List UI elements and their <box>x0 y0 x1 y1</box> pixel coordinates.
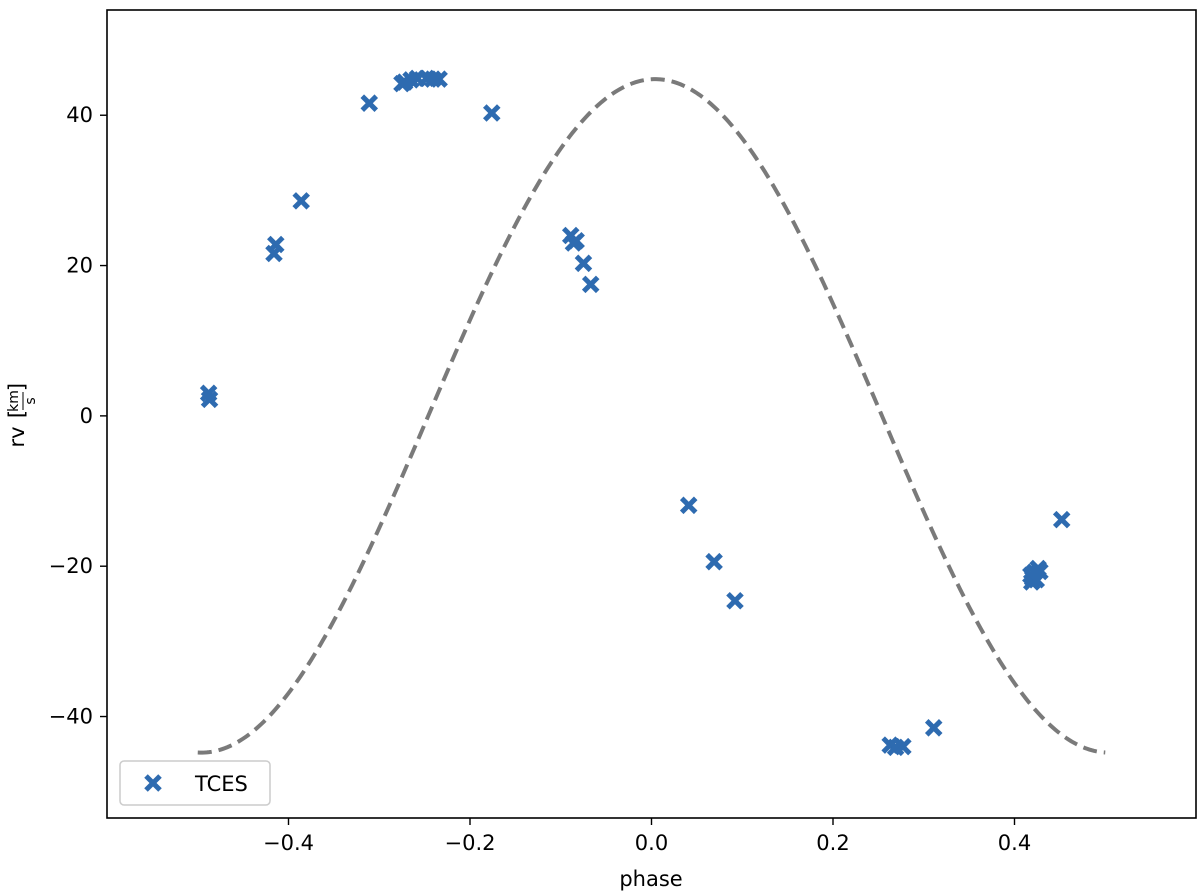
legend-marker-icon <box>144 774 162 792</box>
legend: TCES <box>119 760 271 806</box>
y-axis-label-bracket-close: ] <box>5 383 29 391</box>
data-point <box>705 552 723 571</box>
data-point <box>483 104 501 122</box>
legend-box <box>119 760 271 806</box>
y-axis-unit-denominator: s <box>23 397 39 404</box>
y-tick-label: 0 <box>80 404 93 428</box>
x-tick-label: −0.2 <box>445 831 496 855</box>
model-curve <box>197 77 1106 755</box>
legend-label: TCES <box>194 772 248 796</box>
model-curve-layer <box>197 77 1106 755</box>
data-point <box>924 719 943 737</box>
y-axis-label-bracket-open: [ <box>5 410 29 418</box>
x-tick-label: 0.0 <box>635 831 668 855</box>
x-ticks: −0.4 −0.2 0.0 0.2 0.4 <box>263 818 1031 855</box>
y-ticks: −40 −20 0 20 40 <box>49 103 107 729</box>
y-axis-label: rv [ km s ] <box>5 383 39 448</box>
y-tick-label: 40 <box>66 103 93 127</box>
data-point <box>1031 562 1049 581</box>
data-point <box>574 254 593 273</box>
y-axis-label-prefix: rv <box>5 426 29 447</box>
y-axis-unit-numerator: km <box>6 390 22 412</box>
x-tick-label: 0.4 <box>998 831 1031 855</box>
axes-frame <box>106 9 1197 819</box>
data-point <box>581 275 600 294</box>
data-point <box>267 235 285 254</box>
data-points-layer <box>199 69 1071 757</box>
data-point <box>360 94 379 112</box>
data-point <box>567 231 585 250</box>
y-tick-label: −20 <box>49 554 93 578</box>
data-point <box>1052 510 1071 529</box>
x-tick-label: 0.2 <box>816 831 849 855</box>
data-point <box>292 192 310 210</box>
data-point <box>430 70 448 88</box>
data-point <box>679 496 698 515</box>
y-tick-label: −40 <box>49 705 93 729</box>
data-point <box>726 592 744 610</box>
data-point <box>200 390 219 409</box>
y-tick-label: 20 <box>66 254 93 278</box>
data-point <box>894 737 912 756</box>
x-axis-label: phase <box>619 867 682 891</box>
x-tick-label: −0.4 <box>263 831 314 855</box>
